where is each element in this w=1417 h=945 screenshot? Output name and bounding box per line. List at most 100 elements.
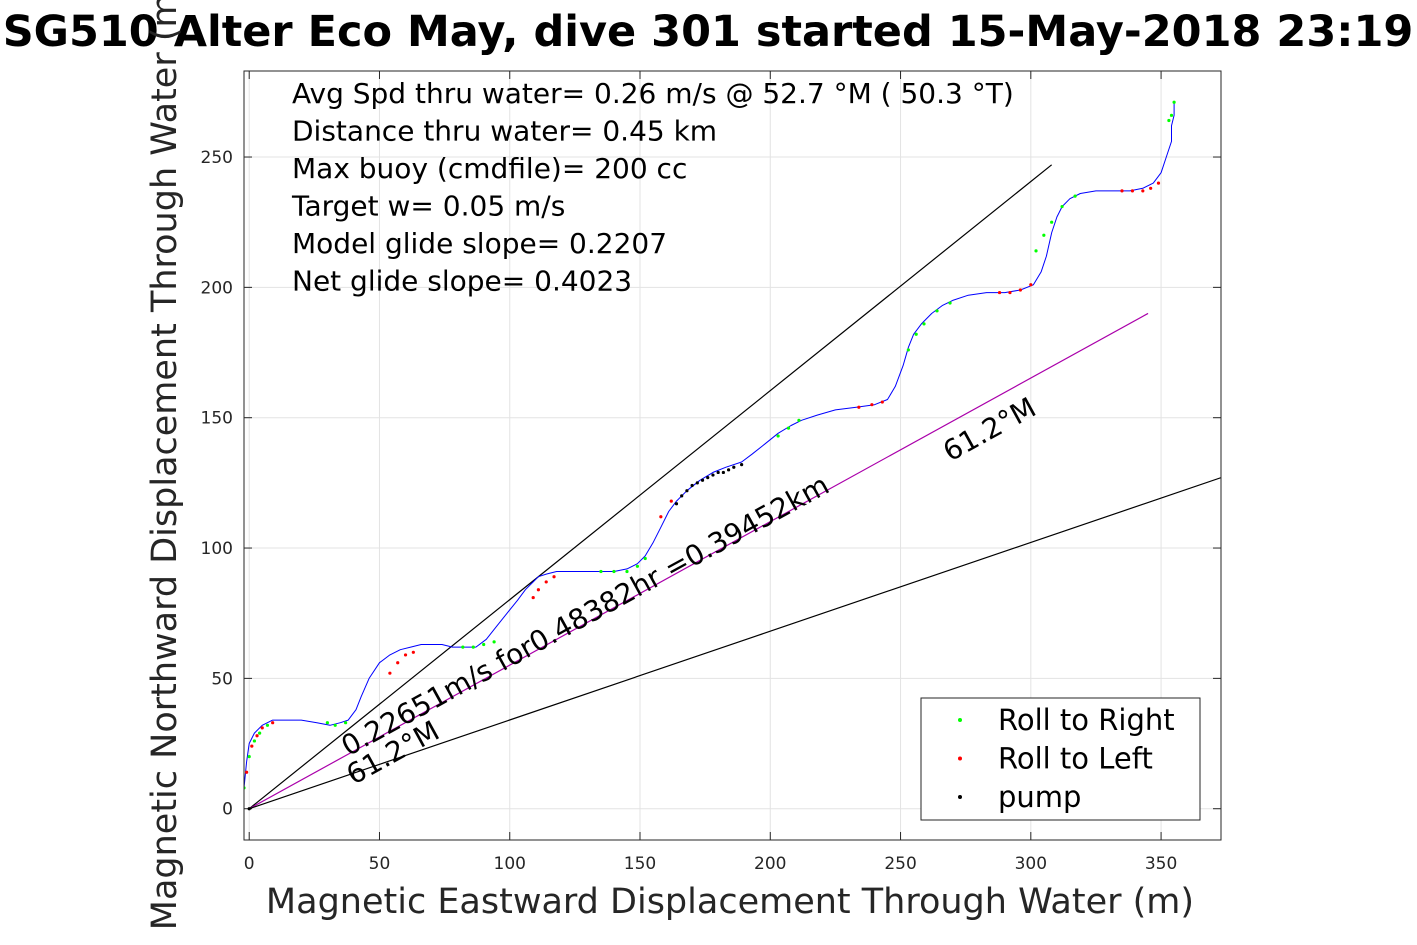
marker-pump bbox=[247, 807, 251, 811]
marker-roll-to-right bbox=[625, 569, 629, 574]
marker-roll-to-left bbox=[659, 515, 663, 519]
y-axis-label: Magnetic Northward Displacement Through … bbox=[145, 0, 185, 930]
marker-roll-to-left bbox=[1149, 186, 1153, 190]
marker-roll-to-right bbox=[1050, 220, 1054, 224]
marker-pump bbox=[680, 494, 684, 498]
x-tick-label: 50 bbox=[369, 854, 391, 874]
marker-roll-to-right bbox=[344, 721, 348, 725]
marker-roll-to-left bbox=[669, 499, 673, 503]
marker-roll-to-right bbox=[1034, 249, 1038, 253]
marker-roll-to-left bbox=[1018, 288, 1022, 292]
marker-roll-to-right bbox=[643, 556, 647, 561]
marker-roll-to-left bbox=[997, 290, 1002, 295]
marker-roll-to-left bbox=[870, 403, 874, 407]
legend-marker-roll-to-right bbox=[958, 718, 962, 722]
x-tick-label: 150 bbox=[624, 854, 656, 874]
marker-roll-to-left bbox=[388, 671, 392, 675]
marker-roll-to-right bbox=[492, 640, 496, 644]
marker-roll-to-right bbox=[258, 731, 262, 735]
info-line: Net glide slope= 0.4023 bbox=[292, 265, 632, 298]
legend-label-roll-to-right: Roll to Right bbox=[998, 703, 1175, 737]
marker-roll-to-right bbox=[635, 564, 640, 568]
marker-roll-to-right bbox=[482, 642, 486, 647]
y-tick-label: 150 bbox=[201, 409, 233, 429]
marker-pump bbox=[740, 463, 744, 467]
info-line: Distance thru water= 0.45 km bbox=[292, 115, 717, 148]
marker-roll-to-left bbox=[250, 744, 254, 748]
marker-roll-to-left bbox=[396, 661, 400, 665]
x-tick-label: 300 bbox=[1015, 854, 1047, 874]
y-tick-label: 50 bbox=[211, 669, 233, 689]
legend-label-pump: pump bbox=[998, 780, 1081, 814]
chart-title: SG510 Alter Eco May, dive 301 started 15… bbox=[3, 7, 1414, 57]
marker-pump bbox=[726, 468, 731, 472]
legend-marker-pump bbox=[958, 795, 962, 799]
marker-roll-to-left bbox=[260, 726, 264, 730]
x-axis-label: Magnetic Eastward Displacement Through W… bbox=[266, 882, 1194, 922]
marker-roll-to-right bbox=[599, 569, 603, 574]
marker-roll-to-left bbox=[857, 405, 861, 409]
marker-roll-to-right bbox=[1169, 113, 1174, 117]
info-text-block: Avg Spd thru water= 0.26 m/s @ 52.7 °M (… bbox=[291, 77, 1014, 298]
marker-roll-to-right bbox=[471, 645, 475, 649]
marker-pump bbox=[706, 476, 710, 480]
marker-pump bbox=[721, 470, 725, 475]
marker-roll-to-right bbox=[1060, 204, 1064, 209]
marker-roll-to-left bbox=[1120, 189, 1124, 193]
marker-roll-to-right bbox=[776, 434, 780, 438]
marker-roll-to-right bbox=[948, 301, 952, 305]
marker-roll-to-right bbox=[1073, 194, 1077, 198]
marker-pump bbox=[690, 483, 694, 488]
marker-roll-to-left bbox=[544, 580, 548, 584]
x-tick-label: 200 bbox=[754, 854, 786, 874]
marker-pump bbox=[695, 481, 699, 485]
marker-roll-to-right bbox=[797, 418, 801, 422]
info-line: Max buoy (cmdfile)= 200 cc bbox=[292, 152, 687, 185]
marker-roll-to-left bbox=[552, 575, 556, 579]
info-line: Model glide slope= 0.2207 bbox=[292, 227, 667, 260]
marker-pump bbox=[732, 465, 736, 469]
marker-roll-to-left bbox=[1130, 189, 1135, 193]
marker-roll-to-right bbox=[922, 322, 926, 326]
y-tick-label: 250 bbox=[201, 148, 233, 168]
marker-roll-to-left bbox=[1141, 189, 1145, 193]
marker-pump bbox=[716, 470, 720, 475]
marker-pump bbox=[700, 478, 705, 482]
marker-roll-to-left bbox=[1008, 290, 1012, 295]
marker-roll-to-right bbox=[325, 721, 329, 725]
marker-roll-to-left bbox=[255, 734, 259, 738]
marker-roll-to-right bbox=[1167, 118, 1171, 123]
marker-roll-to-left bbox=[1029, 283, 1033, 287]
data-markers bbox=[244, 100, 1176, 811]
marker-roll-to-right bbox=[247, 754, 251, 759]
marker-roll-to-right bbox=[786, 426, 791, 430]
marker-roll-to-left bbox=[536, 588, 541, 592]
legend-marker-roll-to-left bbox=[958, 756, 962, 761]
marker-pump bbox=[674, 502, 679, 506]
reference-lines bbox=[248, 164, 1221, 810]
x-tick-label: 0 bbox=[244, 854, 255, 874]
x-tick-label: 100 bbox=[494, 854, 526, 874]
marker-roll-to-left bbox=[411, 650, 415, 654]
marker-roll-to-right bbox=[935, 309, 939, 313]
marker-roll-to-right bbox=[252, 739, 257, 743]
marker-roll-to-left bbox=[245, 770, 249, 774]
marker-roll-to-right bbox=[1172, 100, 1176, 104]
reference-line-upper bbox=[248, 164, 1053, 810]
marker-roll-to-left bbox=[1156, 181, 1161, 185]
x-tick-label: 250 bbox=[884, 854, 916, 874]
marker-roll-to-right bbox=[914, 332, 918, 336]
marker-roll-to-right bbox=[461, 645, 465, 649]
info-line: Avg Spd thru water= 0.26 m/s @ 52.7 °M (… bbox=[292, 77, 1014, 110]
marker-roll-to-left bbox=[403, 653, 408, 657]
plot-frame bbox=[243, 70, 1222, 841]
legend-box bbox=[920, 697, 1201, 821]
marker-pump bbox=[711, 473, 715, 477]
y-tick-label: 200 bbox=[201, 278, 233, 298]
marker-pump bbox=[685, 489, 689, 493]
marker-roll-to-left bbox=[271, 721, 275, 725]
grid bbox=[244, 71, 1221, 840]
marker-roll-to-right bbox=[1042, 233, 1046, 237]
reference-line-lower bbox=[249, 477, 1221, 810]
